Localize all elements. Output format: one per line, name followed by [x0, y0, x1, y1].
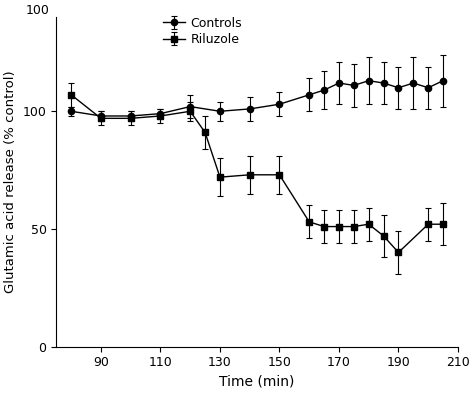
X-axis label: Time (min): Time (min) [219, 375, 295, 389]
Y-axis label: Glutamic acid release (% control): Glutamic acid release (% control) [4, 71, 17, 293]
Legend: Controls, Riluzole: Controls, Riluzole [163, 17, 242, 46]
Text: 100: 100 [26, 4, 49, 17]
